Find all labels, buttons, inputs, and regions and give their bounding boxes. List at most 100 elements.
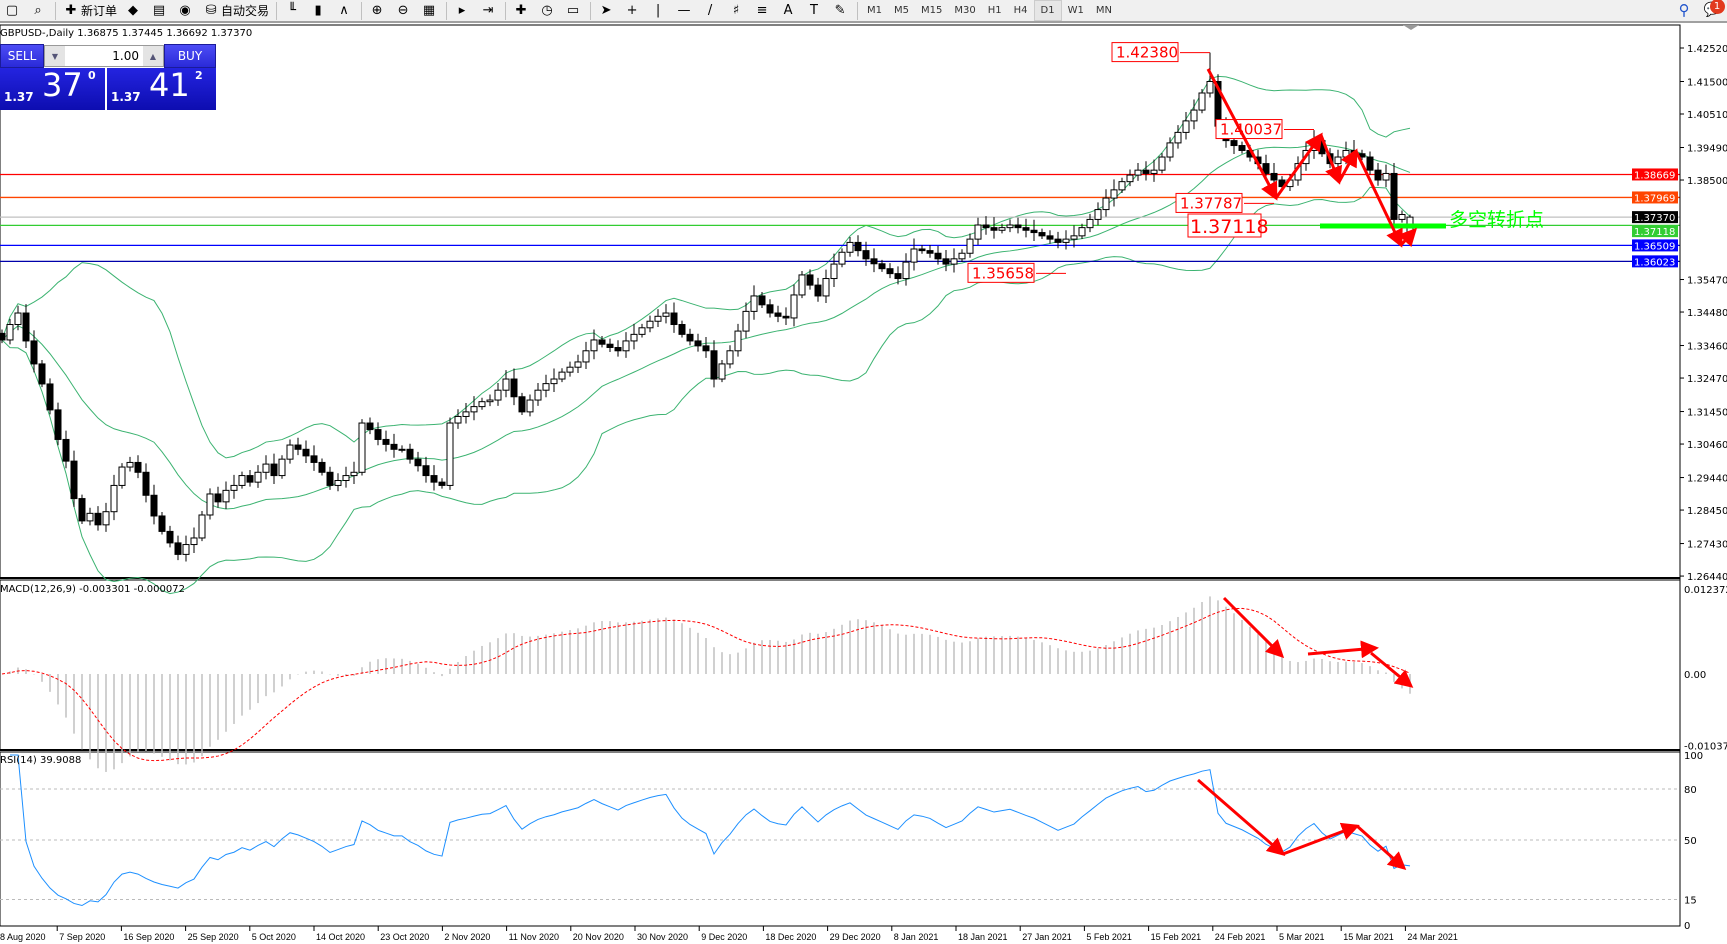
vertical-line-button[interactable]: | xyxy=(646,0,672,21)
candlestick-button[interactable]: ▮ xyxy=(306,0,332,21)
candle-body xyxy=(1078,227,1086,237)
candle xyxy=(886,263,894,279)
candle xyxy=(902,253,910,286)
auto-trading-button[interactable]: ⛁ 自动交易 xyxy=(199,0,273,21)
candle-body xyxy=(1054,238,1062,243)
candle xyxy=(142,463,150,503)
equidistant-channel-button[interactable]: ♯ xyxy=(724,0,750,21)
candle-body xyxy=(350,471,358,477)
candle-body xyxy=(534,389,542,401)
timeframe-w1[interactable]: W1 xyxy=(1067,5,1084,16)
candle xyxy=(878,259,886,272)
timeframe-m5[interactable]: M5 xyxy=(894,5,910,16)
lot-decrease-button[interactable]: ▼ xyxy=(45,46,65,66)
candle-body xyxy=(630,333,638,342)
candle xyxy=(262,455,270,480)
timeframe-h4[interactable]: H4 xyxy=(1013,5,1028,16)
annotation-box xyxy=(1175,192,1243,213)
buy-price[interactable]: 1.37 41 2 xyxy=(107,66,216,110)
candle xyxy=(382,430,390,452)
candle-body xyxy=(286,444,294,460)
arrows-button[interactable]: ✎ xyxy=(828,0,854,21)
buy-button[interactable]: BUY xyxy=(164,44,216,68)
sell-button[interactable]: SELL xyxy=(0,44,44,68)
bar-chart-button[interactable]: ╙ xyxy=(280,0,306,21)
buy-price-pips: 41 xyxy=(149,66,190,104)
candle xyxy=(958,249,966,262)
macd-axis-label: 0.012372 xyxy=(1684,585,1727,596)
candle-body xyxy=(926,250,934,254)
candle-body xyxy=(294,444,302,450)
text-label-button[interactable]: T xyxy=(802,0,828,21)
line-chart-button[interactable]: ∧ xyxy=(332,0,358,21)
templates-button[interactable]: ▭ xyxy=(561,0,587,21)
candle-body xyxy=(526,399,534,413)
trendline-button[interactable]: / xyxy=(698,0,724,21)
signals-button[interactable]: ◉ xyxy=(173,0,199,21)
candle-body xyxy=(246,475,254,483)
periods-button[interactable]: ◷ xyxy=(535,0,561,21)
text-button[interactable]: A xyxy=(776,0,802,21)
cursor-button[interactable]: ➤ xyxy=(594,0,620,21)
timeframe-d1[interactable]: D1 xyxy=(1033,0,1062,21)
candle xyxy=(990,217,998,239)
lot-size-input[interactable]: 1.00 xyxy=(112,49,139,63)
candle-body xyxy=(446,422,454,486)
auto-scroll-button[interactable]: ▸ xyxy=(450,0,476,21)
candle xyxy=(350,461,358,484)
candle-body xyxy=(38,363,46,385)
candle xyxy=(174,535,182,561)
history-button[interactable]: ⌕ xyxy=(26,0,52,21)
candle-body xyxy=(942,258,950,265)
horizontal-line-button[interactable]: — xyxy=(672,0,698,21)
sell-price[interactable]: 1.37 37 0 xyxy=(0,66,105,110)
candle-body xyxy=(1342,149,1350,158)
candle-body xyxy=(342,475,350,482)
timeframe-mn[interactable]: MN xyxy=(1095,5,1112,16)
candle xyxy=(1182,112,1190,140)
timeframe-m30[interactable]: M30 xyxy=(954,5,976,16)
timeframe-m1[interactable]: M1 xyxy=(867,5,883,16)
timeframe-m15[interactable]: M15 xyxy=(921,5,943,16)
lot-increase-button[interactable]: ▲ xyxy=(143,46,163,66)
annotation-box xyxy=(967,262,1035,283)
periods-icon: ◷ xyxy=(541,2,553,18)
symbol-info: GBPUSD-,Daily 1.36875 1.37445 1.36692 1.… xyxy=(0,28,253,39)
meta-editor-button[interactable]: ◆ xyxy=(121,0,147,21)
new-order-button[interactable]: ✚ 新订单 xyxy=(59,0,121,21)
price-tick-label: 1.31450 xyxy=(1687,408,1727,419)
crosshair-button[interactable]: + xyxy=(620,0,646,21)
candle xyxy=(1006,219,1014,233)
candle-body xyxy=(142,471,150,496)
candle-body xyxy=(1022,227,1030,231)
search-icon[interactable]: ⚲ xyxy=(1678,1,1690,19)
candle xyxy=(454,409,462,429)
fibonacci-button[interactable]: ≡ xyxy=(750,0,776,21)
timeframe-h1[interactable]: H1 xyxy=(987,5,1002,16)
zoom-out-button[interactable]: ⊖ xyxy=(391,0,417,21)
candle-body xyxy=(206,493,214,516)
candle xyxy=(70,450,78,507)
zoom-in-button[interactable]: ⊕ xyxy=(365,0,391,21)
candle xyxy=(550,368,558,393)
indicators-button[interactable]: ✚ xyxy=(509,0,535,21)
candle-body xyxy=(574,361,582,368)
candle-body xyxy=(110,484,118,513)
date-tick-label: 23 Oct 2020 xyxy=(380,932,429,942)
chart-shift-button[interactable]: ⇥ xyxy=(476,0,502,21)
candle-body xyxy=(326,471,334,486)
candle-body xyxy=(686,333,694,342)
candle-body xyxy=(1062,238,1070,243)
lot-size-stepper[interactable]: ▼ 1.00 ▲ xyxy=(44,45,164,67)
candle-body xyxy=(582,350,590,363)
candle-body xyxy=(462,411,470,417)
notifications-icon[interactable]: 💬1 xyxy=(1704,0,1725,18)
candle xyxy=(998,223,1006,234)
chart-window-button[interactable]: ▢ xyxy=(0,0,26,21)
candle-body xyxy=(718,363,726,380)
candle xyxy=(38,359,46,388)
tile-windows-button[interactable]: ▦ xyxy=(417,0,443,21)
candle-body xyxy=(654,315,662,322)
terminal-button[interactable]: ▤ xyxy=(147,0,173,21)
